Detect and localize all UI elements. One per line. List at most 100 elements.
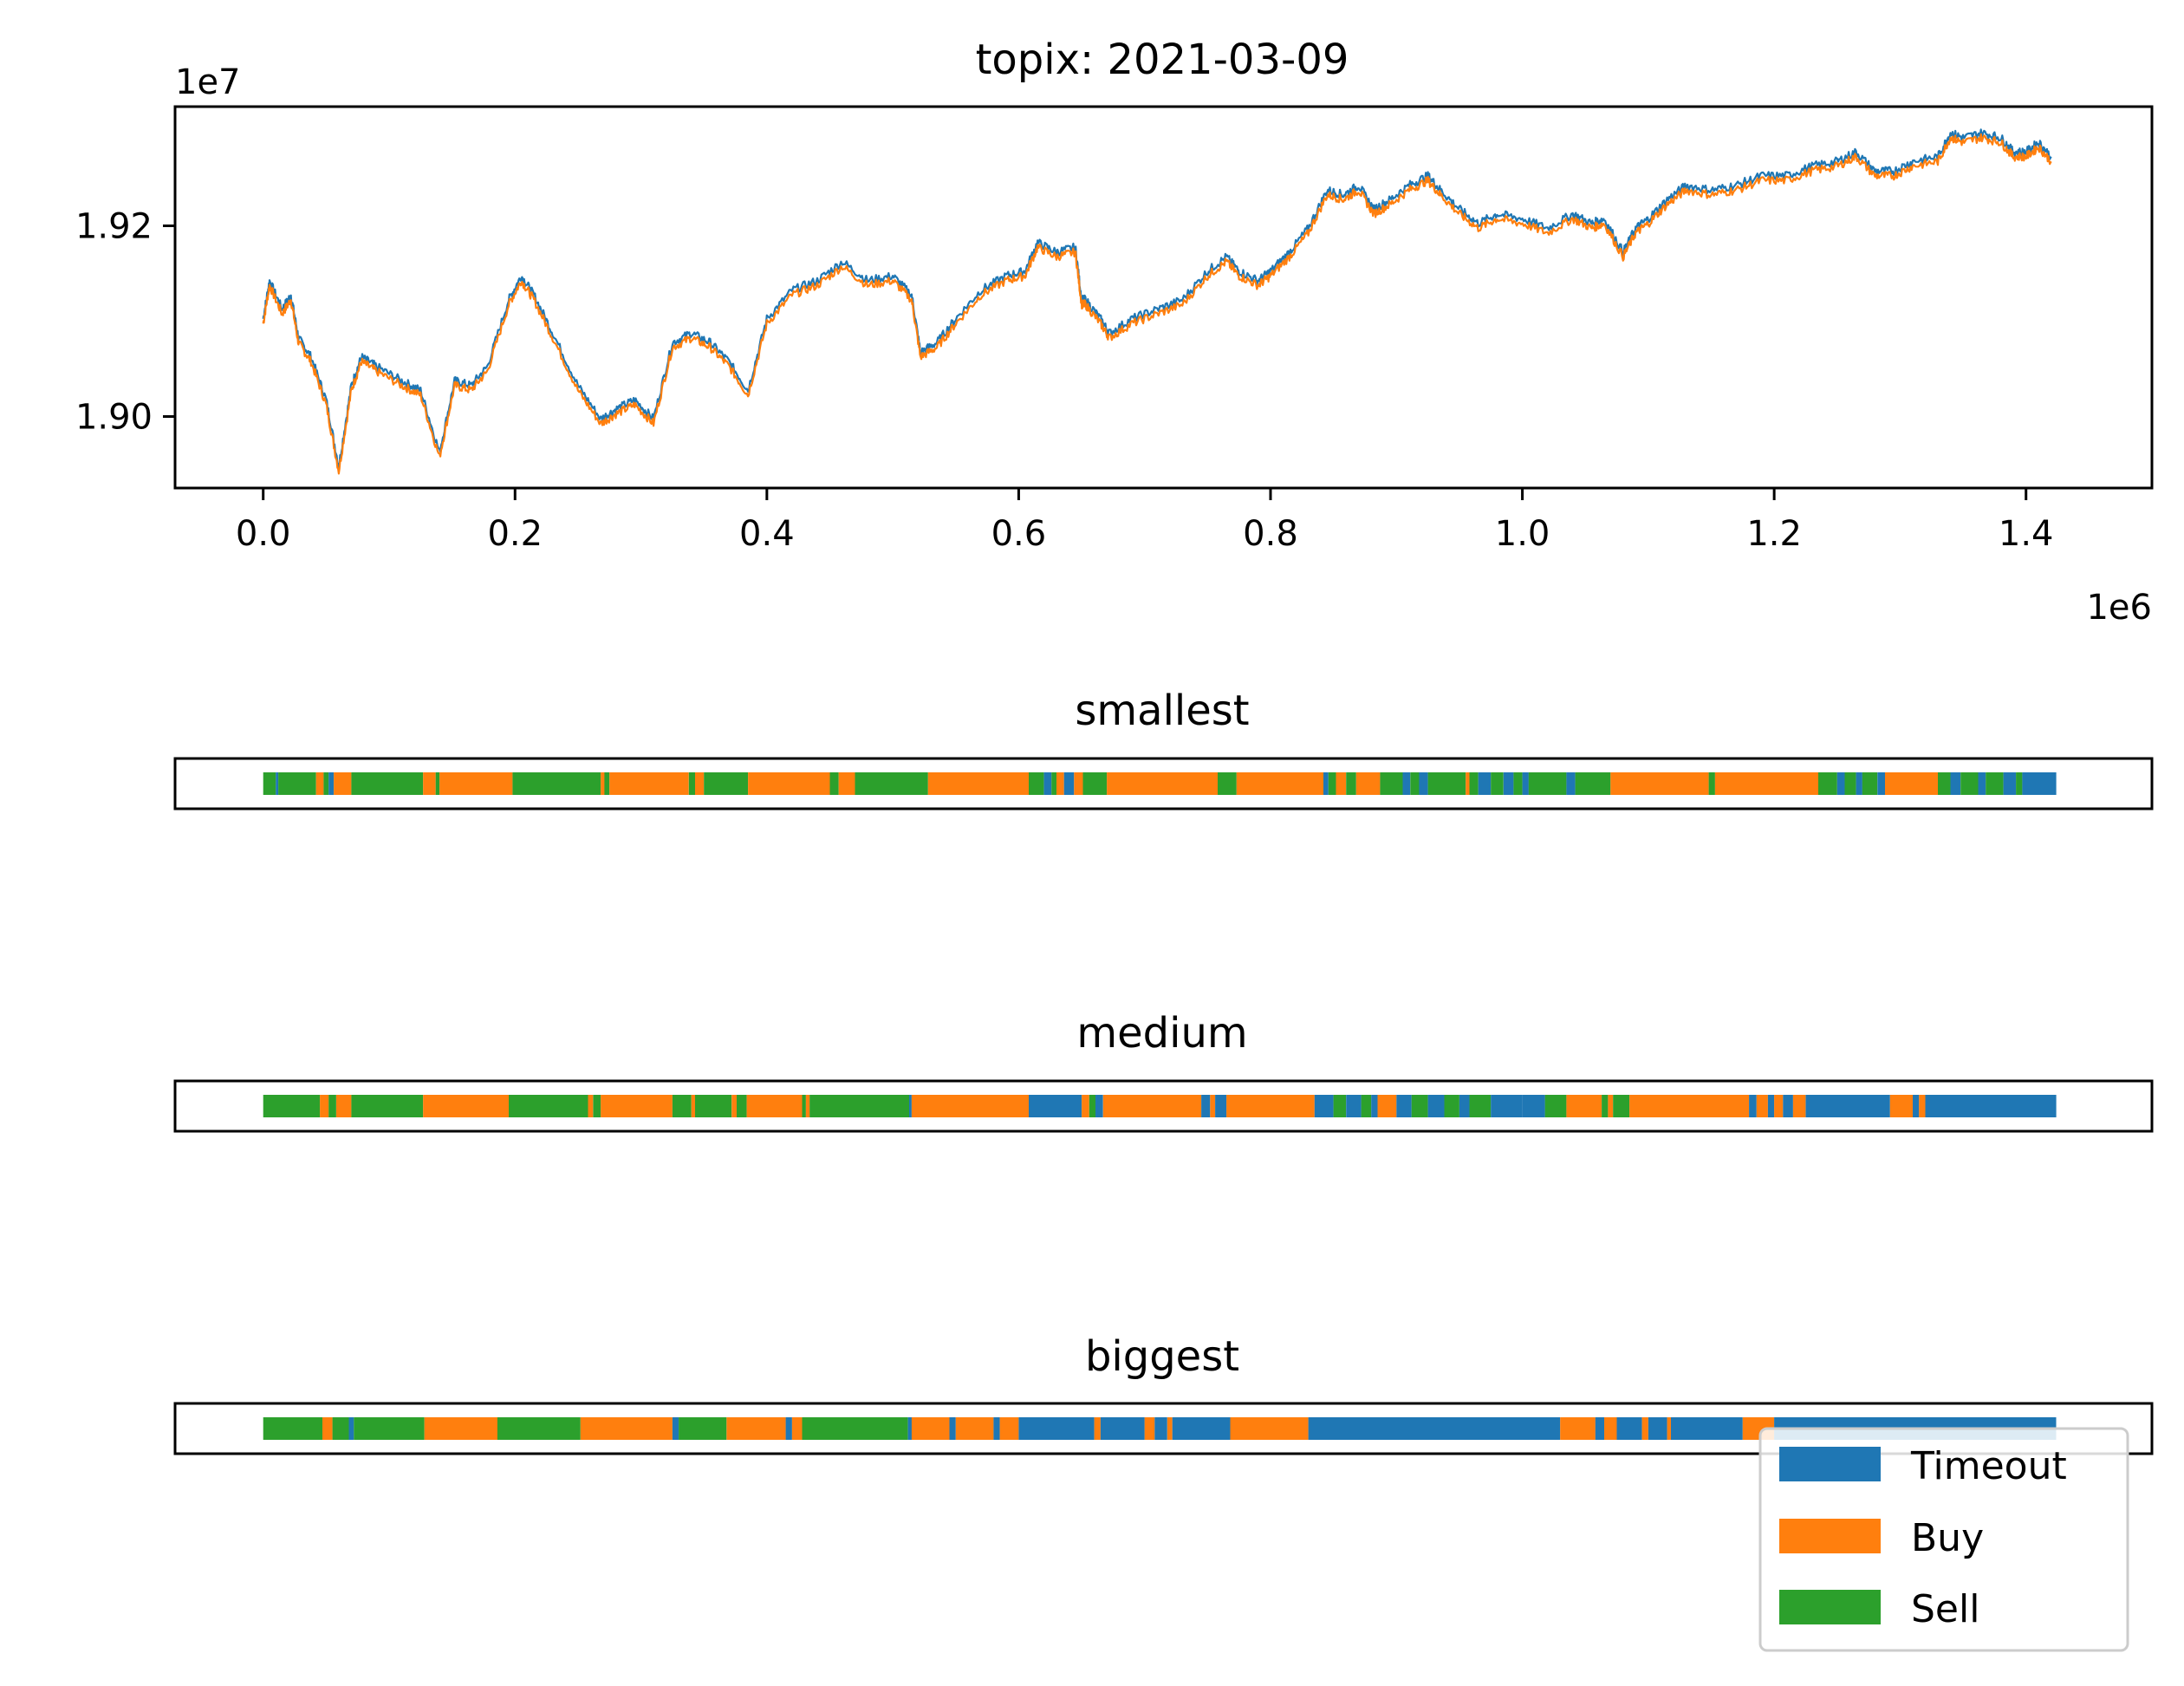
smallest-segment-sell bbox=[1986, 772, 2004, 795]
smallest-segment-timeout bbox=[328, 772, 334, 795]
medium-segment-timeout bbox=[1396, 1095, 1412, 1117]
smallest-segment-timeout bbox=[1063, 772, 1075, 795]
smallest-segment-sell bbox=[1844, 772, 1856, 795]
legend-swatch-sell bbox=[1779, 1590, 1881, 1624]
biggest-segment-buy bbox=[1144, 1417, 1155, 1440]
biggest-segment-buy bbox=[791, 1417, 803, 1440]
legend-swatch-buy bbox=[1779, 1519, 1881, 1553]
medium-segment-sell bbox=[1544, 1095, 1567, 1117]
medium-segment-timeout bbox=[1749, 1095, 1757, 1117]
smallest-segment-sell bbox=[1862, 772, 1878, 795]
medium-segment-sell bbox=[1602, 1095, 1609, 1117]
smallest-segment-sell bbox=[704, 772, 749, 795]
medium-segment-timeout bbox=[1427, 1095, 1445, 1117]
medium-segment-buy bbox=[1082, 1095, 1089, 1117]
smallest-segment-timeout bbox=[1877, 772, 1885, 795]
medium-segment-sell bbox=[1469, 1095, 1492, 1117]
smallest-segment-sell bbox=[1328, 772, 1336, 795]
smallest-segment-sell bbox=[855, 772, 928, 795]
biggest-segment-sell bbox=[497, 1417, 581, 1440]
smallest-segment-sell bbox=[688, 772, 696, 795]
line-series-group bbox=[262, 128, 2052, 475]
smallest-segment-sell bbox=[829, 772, 839, 795]
y-offset-label: 1e7 bbox=[175, 62, 241, 102]
smallest-segment-sell bbox=[1029, 772, 1044, 795]
y-tick-label: 1.92 bbox=[75, 207, 153, 247]
biggest-segment-buy bbox=[1167, 1417, 1173, 1440]
medium-segment-buy bbox=[1756, 1095, 1768, 1117]
biggest-segment-sell bbox=[263, 1417, 322, 1440]
smallest-axes-frame bbox=[173, 757, 2154, 810]
medium-segment-sell bbox=[695, 1095, 732, 1117]
biggest-segment-buy bbox=[580, 1417, 673, 1440]
x-tick-label: 0.6 bbox=[991, 514, 1047, 554]
medium-segment-buy bbox=[336, 1095, 352, 1117]
biggest-segment-timeout bbox=[672, 1417, 679, 1440]
biggest-segment-buy bbox=[911, 1417, 950, 1440]
smallest-segment-timeout bbox=[2003, 772, 2017, 795]
biggest-panel: biggest bbox=[173, 1332, 2154, 1455]
biggest-segment-buy bbox=[1604, 1417, 1617, 1440]
smallest-segment-buy bbox=[315, 772, 324, 795]
smallest-segment-sell bbox=[1938, 772, 1951, 795]
smallest-segment-sell bbox=[323, 772, 329, 795]
biggest-segment-timeout bbox=[1100, 1417, 1145, 1440]
y-axis-ticks: 1.90 1.92 bbox=[75, 207, 175, 438]
biggest-segment-timeout bbox=[949, 1417, 956, 1440]
smallest-segment-sell bbox=[1380, 772, 1403, 795]
medium-segment-sell bbox=[509, 1095, 588, 1117]
smallest-segment-sell bbox=[1528, 772, 1567, 795]
medium-segment-timeout bbox=[909, 1095, 912, 1117]
smallest-segment-timeout bbox=[1978, 772, 1986, 795]
smallest-segment-sell bbox=[1346, 772, 1356, 795]
medium-segment-buy bbox=[1608, 1095, 1614, 1117]
medium-segment-buy bbox=[1102, 1095, 1202, 1117]
biggest-segment-buy bbox=[726, 1417, 786, 1440]
x-tick-label: 0.4 bbox=[739, 514, 795, 554]
medium-segment-timeout bbox=[1491, 1095, 1523, 1117]
x-tick-label: 1.2 bbox=[1746, 514, 1802, 554]
medium-segment-buy bbox=[1377, 1095, 1397, 1117]
biggest-segment-timeout bbox=[993, 1417, 1000, 1440]
medium-segment-buy bbox=[746, 1095, 803, 1117]
biggest-segment-buy bbox=[1560, 1417, 1596, 1440]
smallest-segment-buy bbox=[1236, 772, 1323, 795]
medium-segment-timeout bbox=[1783, 1095, 1793, 1117]
medium-axes-frame bbox=[173, 1079, 2154, 1133]
medium-segment-buy bbox=[691, 1095, 696, 1117]
medium-segment-buy bbox=[601, 1095, 673, 1117]
medium-segment-sell bbox=[1411, 1095, 1428, 1117]
smallest-segment-buy bbox=[609, 772, 689, 795]
medium-segments bbox=[263, 1095, 2057, 1117]
smallest-segment-sell bbox=[1469, 772, 1479, 795]
price-line-1 bbox=[262, 133, 2052, 475]
medium-segment-buy bbox=[320, 1095, 329, 1117]
medium-segment-timeout bbox=[1767, 1095, 1775, 1117]
smallest-segment-timeout bbox=[1566, 772, 1576, 795]
smallest-segment-buy bbox=[1056, 772, 1064, 795]
medium-segment-buy bbox=[423, 1095, 509, 1117]
medium-segment-timeout bbox=[1215, 1095, 1227, 1117]
medium-segment-timeout bbox=[1201, 1095, 1211, 1117]
smallest-segment-sell bbox=[1960, 772, 1979, 795]
biggest-segment-buy bbox=[322, 1417, 333, 1440]
biggest-segment-buy bbox=[955, 1417, 994, 1440]
smallest-segment-buy bbox=[1074, 772, 1083, 795]
medium-segment-sell bbox=[1089, 1095, 1096, 1117]
biggest-segment-timeout bbox=[1154, 1417, 1167, 1440]
smallest-segment-sell bbox=[1491, 772, 1504, 795]
medium-segment-buy bbox=[911, 1095, 1029, 1117]
legend-label-buy: Buy bbox=[1911, 1516, 1984, 1560]
smallest-segment-buy bbox=[439, 772, 513, 795]
medium-segment-sell bbox=[1613, 1095, 1630, 1117]
biggest-segment-timeout bbox=[1616, 1417, 1642, 1440]
biggest-segment-timeout bbox=[348, 1417, 354, 1440]
smallest-segment-timeout bbox=[1836, 772, 1845, 795]
smallest-segment-buy bbox=[601, 772, 605, 795]
biggest-segment-timeout bbox=[785, 1417, 792, 1440]
biggest-segment-timeout bbox=[1595, 1417, 1604, 1440]
x-tick-label: 0.8 bbox=[1243, 514, 1298, 554]
smallest-segment-sell bbox=[604, 772, 610, 795]
price-line-0 bbox=[262, 128, 2052, 470]
smallest-segment-sell bbox=[1051, 772, 1056, 795]
